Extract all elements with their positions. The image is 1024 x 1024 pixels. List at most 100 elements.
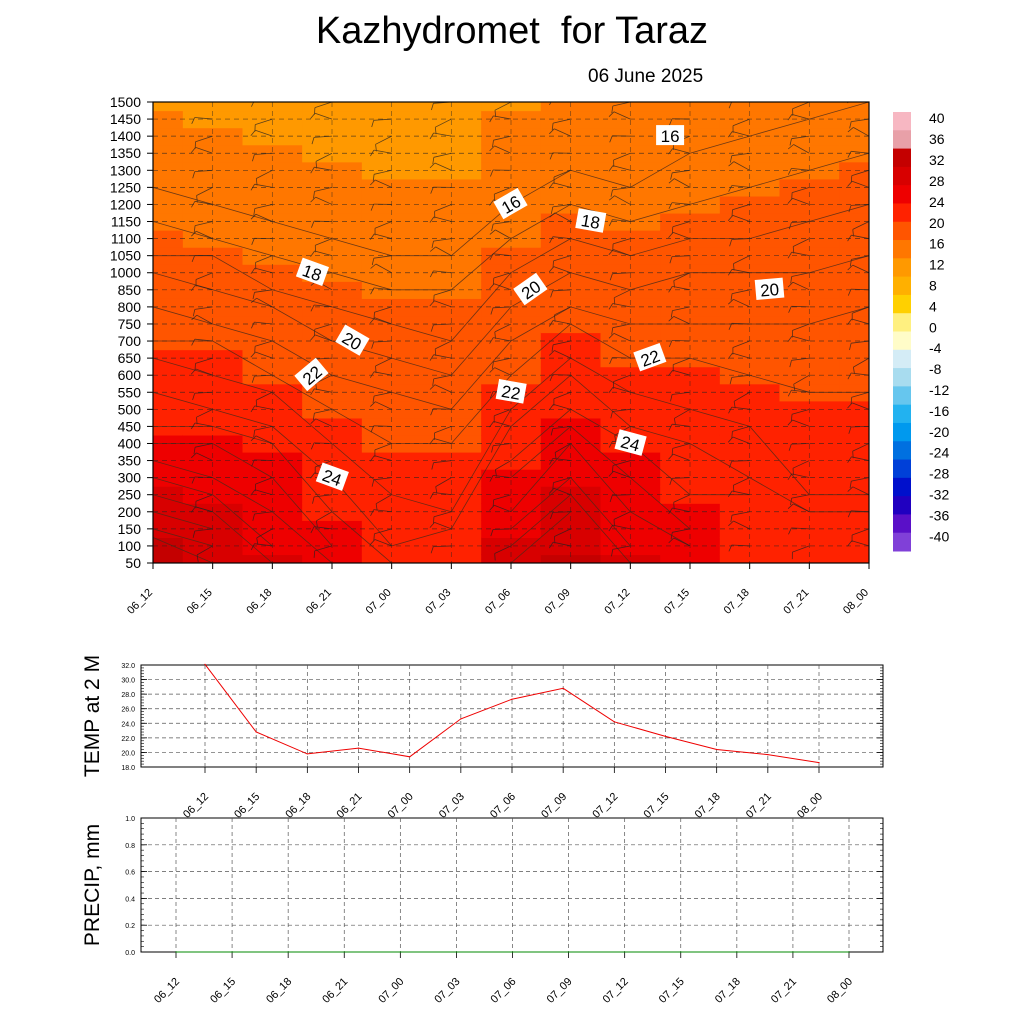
wind-barb-shaft	[673, 272, 691, 281]
wind-barb-feather	[729, 155, 733, 163]
wind-barb-feather	[729, 239, 733, 247]
wind-barb	[549, 128, 571, 137]
wind-barb-shaft	[375, 494, 392, 505]
wind-barb-shaft	[433, 216, 452, 222]
heatmap-cell	[182, 144, 244, 163]
data-point	[399, 951, 401, 953]
wind-barb	[847, 318, 869, 325]
wind-barb-shaft	[731, 460, 750, 462]
wind-barb-shaft	[791, 335, 810, 342]
wind-barb-feather	[194, 363, 196, 371]
wind-barb-shaft	[850, 288, 869, 291]
wind-barb-feather	[250, 489, 256, 496]
y-tick-label: 1350	[110, 145, 141, 161]
data-point	[792, 951, 794, 953]
wind-barb	[371, 340, 392, 349]
wind-barb-shaft	[196, 452, 213, 461]
wind-barb-shaft	[672, 443, 691, 449]
contour-line	[510, 511, 571, 563]
data-point	[511, 698, 513, 700]
wind-barb	[250, 297, 273, 308]
heatmap-cell	[839, 178, 869, 197]
y-tick-label: 1150	[111, 214, 141, 230]
wind-barb-shaft	[731, 185, 750, 188]
wind-barb-shaft	[612, 460, 631, 466]
wind-barb	[730, 289, 750, 301]
wind-barb-feather	[788, 306, 792, 313]
wind-barb-shaft	[433, 460, 452, 464]
wind-barb-shaft	[851, 169, 869, 176]
wind-barb	[191, 452, 213, 461]
wind-barb-shaft	[211, 102, 213, 103]
wind-barb-feather	[608, 441, 613, 448]
wind-barb-shaft	[493, 115, 512, 120]
wind-barb-feather	[373, 533, 375, 541]
wind-barb-feather	[792, 468, 794, 476]
data-point	[255, 731, 257, 733]
wind-barb-feather	[552, 260, 554, 268]
data-point	[664, 735, 667, 738]
y-tick-label: 1200	[110, 196, 141, 212]
wind-barb-feather	[728, 520, 734, 527]
heatmap-cell	[153, 127, 184, 146]
heatmap-cell	[779, 127, 840, 146]
wind-barb	[608, 195, 631, 205]
heatmap-cell	[182, 161, 244, 180]
wind-barb	[313, 323, 333, 337]
wind-barb-shaft	[255, 255, 273, 263]
wind-barb-feather	[192, 94, 197, 99]
wind-barb-shaft	[733, 477, 750, 486]
wind-barb	[788, 527, 810, 535]
wind-barb	[250, 405, 273, 413]
wind-barb-shaft	[552, 426, 571, 429]
wind-barb	[792, 460, 810, 476]
colorbar-tick-label: -16	[929, 403, 949, 419]
y-tick-label: 750	[118, 316, 142, 332]
wind-barb-shaft	[375, 179, 392, 188]
heatmap-cell	[779, 298, 840, 317]
wind-barb-feather	[492, 277, 495, 286]
wind-barb-shaft	[851, 118, 869, 122]
wind-barb-feather	[853, 367, 855, 375]
wind-barb-shaft	[314, 388, 333, 393]
wind-barb-shaft	[791, 135, 810, 140]
wind-barb-feather	[434, 348, 437, 356]
wind-barb-shaft	[494, 367, 512, 376]
colorbar-swatch	[893, 496, 911, 515]
heatmap-cell	[153, 212, 184, 231]
date-label: 06 June 2025	[588, 66, 704, 87]
wind-barb	[429, 162, 452, 171]
colorbar-tick-label: -40	[929, 528, 949, 544]
wind-barb-shaft	[494, 545, 512, 554]
wind-barb-feather	[787, 144, 794, 150]
heatmap-cell	[779, 434, 840, 453]
wind-barb	[310, 166, 333, 174]
wind-barb	[727, 268, 750, 276]
wind-barb-shaft	[194, 476, 213, 479]
wind-barb-shaft	[791, 408, 810, 415]
wind-barb	[430, 186, 452, 194]
contour-label-bg	[575, 208, 607, 233]
wind-barb	[728, 185, 750, 192]
wind-barb-shaft	[194, 117, 213, 120]
heatmap-cell	[839, 212, 869, 231]
wind-barb-shaft	[791, 357, 810, 361]
wind-barb-shaft	[493, 221, 512, 225]
wind-barb-feather	[315, 383, 317, 391]
wind-barb	[432, 152, 452, 165]
heatmap-cell	[839, 469, 869, 487]
data-point	[460, 718, 462, 720]
wind-barb-feather	[847, 372, 852, 380]
heatmap-cell	[779, 452, 840, 470]
wind-barb	[370, 179, 392, 188]
wind-barb-shaft	[733, 161, 750, 171]
wind-barb-shaft	[194, 200, 213, 205]
wind-barb-shaft	[553, 255, 571, 262]
wind-barb-shaft	[492, 306, 512, 309]
heatmap-cell	[481, 434, 542, 453]
wind-barb	[191, 314, 213, 325]
wind-barb	[192, 306, 213, 317]
wind-barb-feather	[551, 344, 554, 352]
wind-barb	[787, 281, 810, 291]
data-point	[204, 663, 206, 665]
